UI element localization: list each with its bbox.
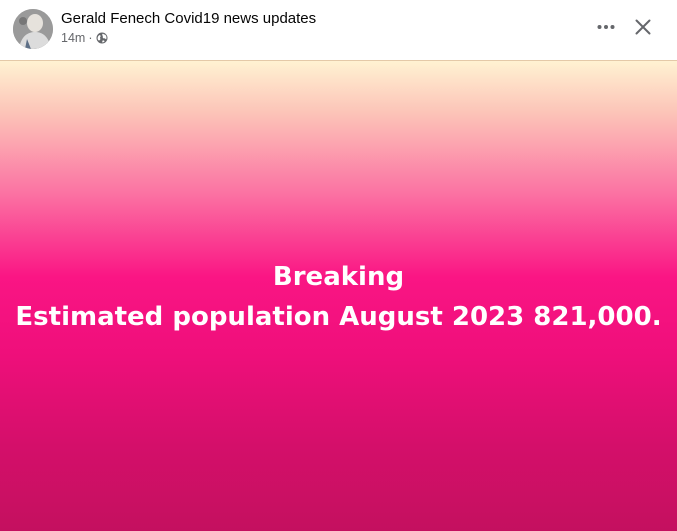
profile-photo-icon [13, 9, 53, 49]
close-icon [635, 19, 651, 35]
more-options-icon [597, 25, 615, 29]
post-text: Breaking Estimated population August 202… [0, 257, 677, 337]
post-headline: Breaking [272, 262, 405, 292]
post-body: Estimated population August 2023 821,000… [15, 302, 662, 332]
post-background-card[interactable]: Breaking Estimated population August 202… [0, 60, 677, 531]
post-header: Gerald Fenech Covid19 news updates 14m · [0, 0, 677, 60]
timestamp[interactable]: 14m [61, 31, 86, 45]
post-meta: 14m · [61, 31, 108, 45]
avatar[interactable] [13, 9, 53, 49]
more-options-button[interactable] [592, 14, 620, 40]
close-button[interactable] [628, 12, 658, 42]
author-name[interactable]: Gerald Fenech Covid19 news updates [61, 10, 317, 27]
globe-icon[interactable] [96, 32, 108, 44]
meta-separator: · [88, 31, 93, 45]
